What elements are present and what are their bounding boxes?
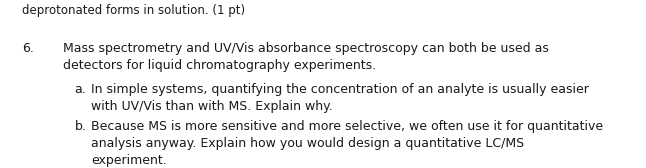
Text: Because MS is more sensitive and more selective, we often use it for quantitativ: Because MS is more sensitive and more se…	[91, 120, 603, 167]
Text: In simple systems, quantifying the concentration of an analyte is usually easier: In simple systems, quantifying the conce…	[91, 83, 589, 113]
Text: a.: a.	[74, 83, 87, 96]
Text: deprotonated forms in solution. (1 pt): deprotonated forms in solution. (1 pt)	[22, 4, 245, 17]
Text: Mass spectrometry and UV/Vis absorbance spectroscopy can both be used as
detecto: Mass spectrometry and UV/Vis absorbance …	[63, 42, 549, 72]
Text: b.: b.	[74, 120, 87, 133]
Text: 6.: 6.	[22, 42, 34, 55]
